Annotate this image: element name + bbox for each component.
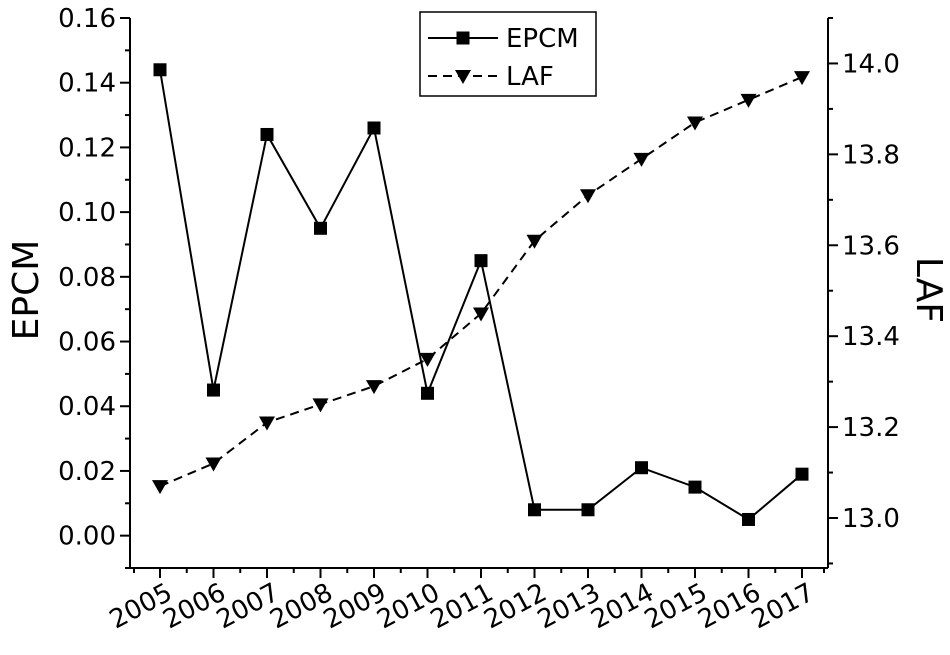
right-axis-ticks: 13.0 13.2 13.4 13.6 13.8 14.0 bbox=[828, 17, 900, 565]
epcm-point bbox=[581, 503, 595, 517]
epcm-point bbox=[795, 467, 809, 481]
laf-point bbox=[740, 93, 757, 108]
epcm-point bbox=[688, 480, 702, 494]
laf-point bbox=[526, 234, 543, 249]
laf-point bbox=[633, 152, 650, 167]
right-tick-label: 13.6 bbox=[842, 231, 900, 261]
legend: EPCM LAF bbox=[419, 11, 597, 97]
right-tick-label: 13.0 bbox=[842, 504, 900, 534]
epcm-point bbox=[367, 121, 381, 135]
legend-epcm-marker bbox=[456, 31, 470, 45]
left-tick-label: 0.00 bbox=[58, 522, 116, 552]
left-tick-label: 0.10 bbox=[58, 198, 116, 228]
left-tick-label: 0.08 bbox=[58, 263, 116, 293]
laf-point bbox=[366, 380, 382, 395]
right-axis-title: LAF bbox=[908, 257, 949, 323]
left-tick-label: 0.02 bbox=[58, 457, 116, 487]
left-tick-label: 0.16 bbox=[58, 4, 116, 34]
legend-laf-marker bbox=[455, 70, 471, 84]
x-tick-label: 2017 bbox=[747, 578, 820, 636]
left-tick-label: 0.14 bbox=[58, 69, 116, 99]
laf-point bbox=[687, 116, 703, 131]
epcm-point bbox=[635, 461, 648, 475]
left-tick-label: 0.04 bbox=[58, 392, 116, 422]
left-tick-label: 0.12 bbox=[58, 133, 116, 163]
laf-point bbox=[794, 71, 810, 86]
laf-point bbox=[205, 457, 222, 472]
legend-laf-label: LAF bbox=[506, 62, 554, 92]
series-layer bbox=[152, 63, 810, 526]
left-axis-title: EPCM bbox=[6, 240, 47, 341]
laf-series-line bbox=[159, 76, 803, 488]
epcm-point bbox=[207, 383, 220, 397]
epcm-series-line bbox=[159, 69, 803, 521]
laf-point bbox=[419, 352, 436, 367]
legend-epcm-label: EPCM bbox=[506, 24, 579, 54]
epcm-point bbox=[153, 63, 167, 77]
legend-box bbox=[419, 11, 597, 97]
right-tick-label: 13.4 bbox=[842, 322, 900, 352]
laf-point bbox=[473, 307, 489, 322]
left-tick-label: 0.06 bbox=[58, 328, 116, 358]
epcm-point bbox=[260, 127, 274, 141]
laf-point bbox=[259, 416, 275, 431]
right-tick-label: 13.2 bbox=[842, 413, 900, 443]
laf-point bbox=[312, 398, 329, 413]
laf-point bbox=[580, 189, 596, 204]
epcm-point bbox=[474, 254, 488, 268]
right-tick-label: 13.8 bbox=[842, 140, 900, 170]
left-axis-ticks: 0.00 0.02 0.04 0.06 0.08 0.10 0.12 0.14 0.16 bbox=[58, 4, 130, 569]
right-tick-label: 14.0 bbox=[842, 49, 900, 79]
epcm-point bbox=[314, 221, 327, 235]
epcm-point bbox=[421, 386, 434, 400]
epcm-point bbox=[528, 503, 541, 517]
laf-point bbox=[152, 480, 168, 495]
x-axis-ticks: 2005200620072008200920102011201220132014… bbox=[105, 568, 825, 636]
epcm-point bbox=[742, 512, 755, 526]
